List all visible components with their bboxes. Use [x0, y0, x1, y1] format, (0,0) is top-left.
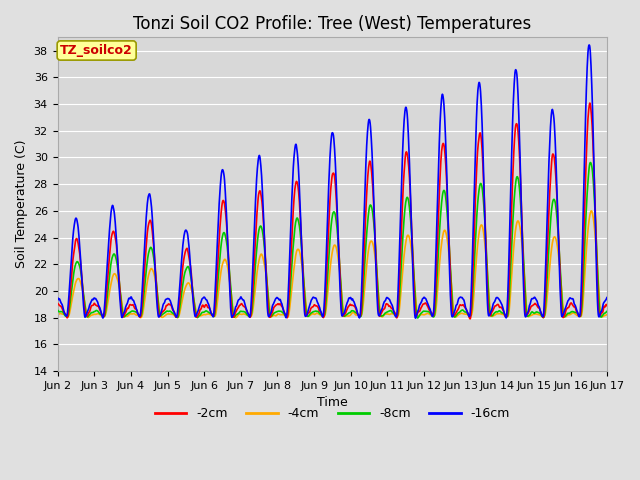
Text: TZ_soilco2: TZ_soilco2	[60, 44, 133, 57]
Title: Tonzi Soil CO2 Profile: Tree (West) Temperatures: Tonzi Soil CO2 Profile: Tree (West) Temp…	[133, 15, 532, 33]
Legend: -2cm, -4cm, -8cm, -16cm: -2cm, -4cm, -8cm, -16cm	[150, 402, 515, 425]
Y-axis label: Soil Temperature (C): Soil Temperature (C)	[15, 140, 28, 268]
X-axis label: Time: Time	[317, 396, 348, 409]
